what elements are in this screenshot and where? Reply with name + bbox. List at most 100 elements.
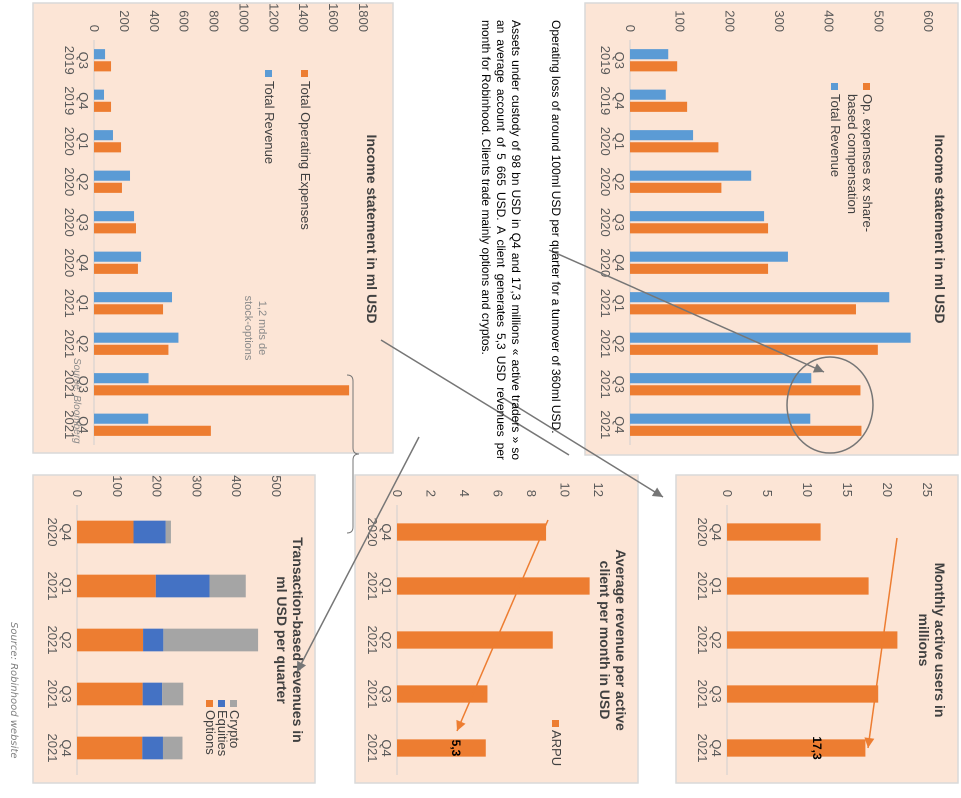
y-tick-label: 0 [390, 490, 405, 497]
x-tick-label-year: 2020 [62, 167, 77, 196]
y-tick-label: 200 [117, 10, 132, 32]
bar-expenses [630, 344, 878, 355]
x-tick-label-year: 2021 [598, 410, 613, 439]
bar-options [76, 736, 143, 760]
legend-swatch-equities [218, 700, 225, 707]
legend-label-expenses: Total Operating Expenses [298, 81, 313, 230]
y-tick-label: 400 [229, 475, 244, 497]
legend-label-revenue: Total Revenue [262, 81, 277, 164]
bar-revenue [94, 251, 142, 262]
legend-swatch-arpu [552, 720, 559, 727]
bracket-note: 1,2 mds de [256, 301, 268, 355]
x-tick-label: Q4 [612, 92, 627, 109]
y-tick-label: 0 [87, 25, 102, 32]
x-tick-label: Q3 [379, 685, 394, 702]
y-tick-label: 5 [760, 490, 775, 497]
x-tick-label: Q2 [379, 631, 394, 648]
x-tick-label: Q1 [612, 295, 627, 312]
y-tick-label: 100 [673, 10, 688, 32]
bloomberg-source: Source: Bloomberg [71, 358, 82, 444]
bar-expenses [94, 304, 164, 315]
y-tick-label: 12 [591, 483, 606, 497]
operating-loss-note: Operating loss of around 100ml USD per q… [549, 20, 563, 434]
x-tick-label: Q4 [709, 523, 724, 540]
panel-arpu [354, 474, 639, 784]
x-tick-label: Q3 [612, 52, 627, 69]
x-tick-label: Q4 [59, 739, 74, 756]
bracket-annotation [346, 374, 360, 534]
x-tick-label-year: 2019 [62, 46, 77, 75]
y-tick-label: 1000 [236, 3, 251, 32]
assets-note: Assets under custody of 98 bn USD in Q4 … [479, 20, 523, 460]
bar-revenue [93, 89, 105, 100]
highlight-ellipse [786, 356, 874, 454]
y-tick-label: 400 [822, 10, 837, 32]
x-tick-label: Q3 [709, 685, 724, 702]
y-tick-label: 1600 [326, 3, 341, 32]
legend-label-options: Options [203, 710, 218, 755]
bar-expenses [94, 385, 350, 396]
x-tick-label: Q2 [76, 335, 91, 352]
y-tick-label: 0 [623, 25, 638, 32]
bar-options [77, 574, 156, 598]
y-tick-label: 8 [524, 490, 539, 497]
legend-label-expenses-2: based compensation [845, 94, 860, 214]
legend-swatch-expenses [301, 70, 308, 77]
y-tick-label: 600 [921, 10, 936, 32]
bar-revenue [94, 170, 131, 181]
y-tick-label: 600 [177, 10, 192, 32]
y-tick-label: 300 [189, 475, 204, 497]
x-tick-label: Q4 [76, 92, 91, 109]
x-tick-label: Q2 [612, 335, 627, 352]
bar-revenue [94, 49, 106, 60]
legend-swatch-revenue [265, 70, 272, 77]
bar-expenses [93, 182, 122, 193]
bar [727, 523, 821, 541]
x-tick-label-year: 2021 [695, 572, 710, 601]
x-tick-label: Q2 [59, 631, 74, 648]
arrow-to-mau [502, 397, 664, 498]
x-tick-label: Q3 [612, 214, 627, 231]
bar [727, 685, 879, 703]
x-tick-label-year: 2021 [598, 329, 613, 358]
x-tick-label-year: 2021 [365, 626, 380, 655]
legend-label-revenue: Total Revenue [828, 94, 843, 177]
y-tick-label: 6 [491, 490, 506, 497]
x-tick-label: Q4 [379, 739, 394, 756]
x-tick-label-year: 2021 [62, 289, 77, 318]
x-tick-label: Q3 [76, 214, 91, 231]
arpu-trend-arrow [456, 519, 549, 732]
x-tick-label: Q4 [709, 739, 724, 756]
chart-income_ex_sbc: 0 100 200 300 400 500 600Q32019Q42019Q12020Q22… [598, 10, 948, 445]
bar-revenue [630, 373, 812, 384]
bracket-note-2: stock-options [242, 296, 254, 361]
legend-swatch-revenue [831, 83, 838, 90]
x-tick-label-year: 2021 [365, 680, 380, 709]
bar [397, 685, 488, 703]
legend-swatch-crypto [230, 700, 237, 707]
bar [727, 739, 866, 757]
x-tick-label-year: 2020 [598, 208, 613, 237]
x-tick-label-year: 2021 [45, 572, 60, 601]
bar-revenue [94, 373, 149, 384]
bar [397, 577, 590, 595]
bar-equities [133, 520, 166, 544]
bar-revenue [630, 413, 811, 424]
bar-equities [142, 682, 163, 706]
bar-expenses [93, 425, 211, 436]
bar-expenses [630, 101, 688, 112]
x-tick-label-year: 2020 [62, 127, 77, 156]
x-tick-label-year: 2021 [365, 572, 380, 601]
bar-options [76, 520, 134, 544]
bar-revenue [629, 170, 752, 181]
y-tick-label: 10 [800, 483, 815, 497]
arpu-trend-arrow-head [456, 719, 466, 731]
legend-label-equities: Equities [215, 710, 230, 757]
y-tick-label: 500 [269, 475, 284, 497]
bar-expenses [94, 61, 112, 72]
x-tick-label: Q4 [59, 523, 74, 540]
bar-expenses [94, 344, 169, 355]
bar-revenue [94, 413, 149, 424]
